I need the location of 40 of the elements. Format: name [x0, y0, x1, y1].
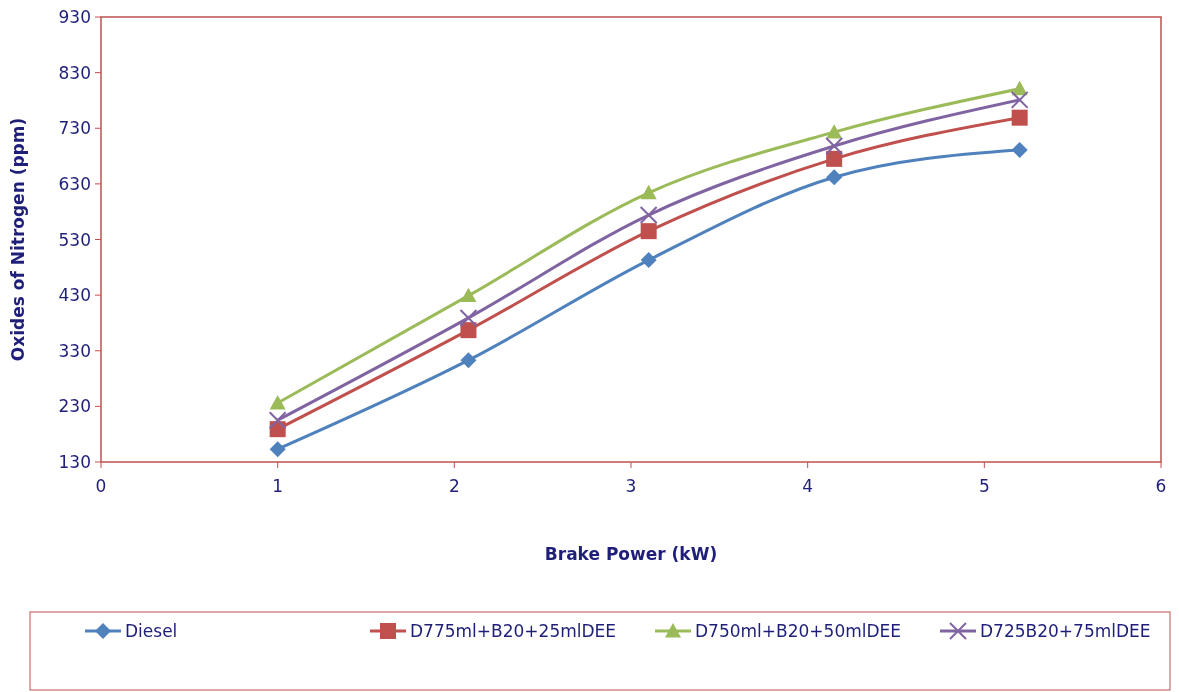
point: [268, 411, 287, 430]
point: [460, 322, 477, 339]
y-tick-label: 430: [58, 285, 91, 306]
point: [826, 124, 843, 139]
point: [1010, 90, 1029, 109]
point: [825, 137, 844, 156]
y-tick-label: 130: [58, 452, 91, 472]
y-tick-label: 930: [58, 7, 91, 27]
x-tick-label: 1: [272, 476, 284, 496]
point: [639, 206, 658, 225]
x-tick-label: 6: [1155, 476, 1167, 496]
y-tick-label: 730: [58, 118, 91, 139]
y-tick-label: 530: [58, 229, 91, 250]
x-tick-label: 2: [448, 476, 460, 496]
legend-label: Diesel: [125, 621, 178, 641]
y-tick-label: 630: [58, 173, 91, 194]
point: [826, 150, 843, 167]
y-axis-title: Oxides of Nitrogen (ppm): [8, 117, 28, 362]
x-axis-title: Brake Power (kW): [544, 544, 718, 564]
x-tick-label: 3: [625, 476, 637, 496]
point: [640, 223, 657, 240]
point: [1011, 141, 1028, 158]
x-tick-label: 5: [978, 476, 990, 496]
point: [460, 352, 477, 369]
point: [640, 184, 657, 200]
legend-label: D725B20+75mlDEE: [980, 621, 1151, 641]
legend-label: D750ml+B20+50mlDEE: [695, 621, 902, 641]
point: [826, 169, 843, 186]
point: [460, 287, 477, 303]
point: [459, 308, 478, 327]
y-tick-label: 330: [58, 340, 91, 361]
y-tick-label: 230: [58, 396, 91, 417]
x-tick-label: 0: [95, 476, 107, 496]
point: [640, 252, 657, 269]
legend-label: D775ml+B20+25mlDEE: [410, 621, 617, 641]
y-tick-label: 830: [58, 62, 91, 83]
x-tick-label: 4: [802, 476, 814, 496]
point: [269, 441, 286, 458]
point: [1011, 109, 1028, 126]
point: [269, 395, 286, 410]
